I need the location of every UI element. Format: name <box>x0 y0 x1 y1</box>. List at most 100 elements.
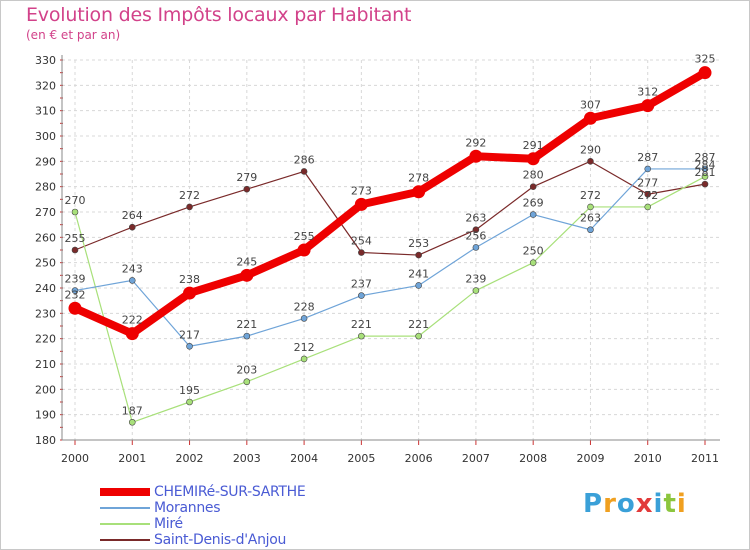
data-point-mir <box>415 332 422 340</box>
data-point-saint-denis-d-anjou <box>701 180 709 188</box>
x-tick-label: 2008 <box>519 452 547 465</box>
data-point-chemir-sur-sarthe <box>183 286 197 300</box>
y-tick-label: 190 <box>35 409 56 422</box>
data-label-morannes: 263 <box>580 212 601 225</box>
data-point-morannes <box>71 287 79 294</box>
legend-label: Miré <box>154 516 183 532</box>
data-label-chemir-sur-sarthe: 222 <box>122 314 143 327</box>
data-label-chemir-sur-sarthe: 291 <box>523 139 544 152</box>
data-point-chemir-sur-sarthe <box>583 111 597 125</box>
legend-swatch <box>100 488 150 496</box>
legend-swatch <box>100 523 150 525</box>
y-tick-label: 310 <box>35 105 56 118</box>
data-label-saint-denis-d-anjou: 280 <box>523 169 544 182</box>
y-tick-label: 230 <box>35 307 56 320</box>
data-label-morannes: 217 <box>179 328 200 341</box>
y-tick-label: 260 <box>35 231 56 244</box>
data-point-morannes <box>644 165 652 173</box>
data-point-mir <box>71 208 79 216</box>
data-label-saint-denis-d-anjou: 272 <box>179 189 200 202</box>
data-point-saint-denis-d-anjou <box>186 203 193 211</box>
grid-lines <box>62 59 720 441</box>
data-label-chemir-sur-sarthe: 312 <box>637 86 658 99</box>
logo-letter: r <box>603 489 617 519</box>
data-point-saint-denis-d-anjou <box>128 223 136 231</box>
y-tick-label: 280 <box>35 181 56 194</box>
data-point-mir <box>587 203 594 211</box>
data-label-saint-denis-d-anjou: 286 <box>294 153 315 166</box>
y-tick-label: 270 <box>35 206 56 219</box>
data-point-chemir-sur-sarthe <box>641 99 655 113</box>
logo-letter: t <box>663 489 677 519</box>
data-point-saint-denis-d-anjou <box>644 190 652 198</box>
logo-letter: P <box>583 489 604 519</box>
x-tick-label: 2000 <box>61 452 89 465</box>
data-label-chemir-sur-sarthe: 325 <box>695 53 716 66</box>
logo-letter: x <box>635 489 654 519</box>
data-label-chemir-sur-sarthe: 292 <box>465 136 486 149</box>
data-label-mir: 272 <box>637 189 658 202</box>
y-tick-label: 220 <box>35 333 56 346</box>
data-point-saint-denis-d-anjou <box>415 251 422 259</box>
x-tick-label: 2007 <box>462 452 490 465</box>
data-point-morannes <box>701 165 709 173</box>
y-tick-label: 250 <box>35 257 56 270</box>
data-label-mir: 284 <box>695 159 716 172</box>
data-point-morannes <box>300 315 308 322</box>
data-label-chemir-sur-sarthe: 273 <box>351 184 372 197</box>
data-label-morannes: 239 <box>65 273 86 286</box>
y-tick-label: 320 <box>35 79 56 92</box>
data-point-chemir-sur-sarthe <box>297 243 311 257</box>
data-point-morannes <box>529 211 537 218</box>
data-point-mir <box>472 287 480 294</box>
data-point-saint-denis-d-anjou <box>529 183 537 190</box>
data-labels: 255 264 272 279 286 254 253 263 280 290 277 281 270 1… <box>65 53 716 418</box>
data-point-chemir-sur-sarthe <box>68 301 82 315</box>
data-point-morannes <box>186 342 193 350</box>
data-point-chemir-sur-sarthe <box>240 268 254 282</box>
data-label-mir: 221 <box>408 318 429 331</box>
data-label-morannes: 241 <box>408 267 429 280</box>
data-point-morannes <box>472 244 480 251</box>
data-point-morannes <box>358 292 365 299</box>
data-point-morannes <box>128 277 136 284</box>
data-point-chemir-sur-sarthe <box>469 149 483 163</box>
legend-label: CHEMIRé-SUR-SARTHE <box>154 484 306 500</box>
logo-letter: i <box>676 489 687 519</box>
legend-label: Saint-Denis-d'Anjou <box>154 532 287 548</box>
x-tick-label: 2006 <box>405 452 433 465</box>
data-label-chemir-sur-sarthe: 232 <box>65 288 86 301</box>
data-label-morannes: 228 <box>294 300 315 313</box>
logo-letter: o <box>616 489 636 519</box>
data-point-mir <box>644 203 652 211</box>
data-point-saint-denis-d-anjou <box>472 226 480 234</box>
data-point-mir <box>300 355 308 363</box>
data-label-mir: 212 <box>294 341 315 354</box>
x-tick-label: 2002 <box>176 452 204 465</box>
data-label-morannes: 221 <box>236 318 257 331</box>
data-point-mir <box>186 398 193 406</box>
axes: 180 190 200 210 220 230 240 250 260 270 280 290 300 3… <box>35 54 720 465</box>
x-tick-label: 2005 <box>347 452 375 465</box>
data-label-mir: 270 <box>65 194 86 207</box>
data-label-morannes: 237 <box>351 278 372 291</box>
chart-subtitle: (en € et par an) <box>26 28 121 42</box>
data-label-morannes: 287 <box>695 151 716 164</box>
x-tick-label: 2003 <box>233 452 261 465</box>
data-label-morannes: 269 <box>523 197 544 210</box>
data-label-saint-denis-d-anjou: 277 <box>637 176 658 189</box>
x-tick-label: 2001 <box>118 452 146 465</box>
y-tick-label: 240 <box>35 282 56 295</box>
data-label-morannes: 243 <box>122 262 143 275</box>
data-point-chemir-sur-sarthe <box>526 152 540 166</box>
data-label-chemir-sur-sarthe: 255 <box>294 230 315 243</box>
data-point-mir <box>529 259 537 266</box>
x-tick-label: 2004 <box>290 452 318 465</box>
data-label-mir: 221 <box>351 318 372 331</box>
data-series <box>68 66 712 426</box>
data-point-mir <box>128 418 136 426</box>
data-point-saint-denis-d-anjou <box>71 246 79 254</box>
data-point-morannes <box>243 332 251 340</box>
data-label-mir: 195 <box>179 384 200 397</box>
